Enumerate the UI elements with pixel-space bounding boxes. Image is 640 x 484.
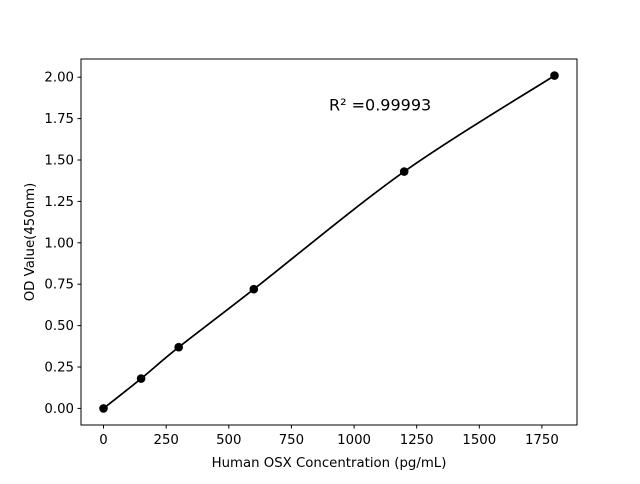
- x-tick-label: 250: [154, 433, 179, 448]
- y-tick-label: 1.25: [44, 195, 74, 210]
- y-tick-label: 1.50: [44, 154, 74, 169]
- y-tick-label: 0.00: [44, 402, 74, 417]
- y-tick-label: 2.00: [44, 71, 74, 86]
- x-axis-label: Human OSX Concentration (pg/mL): [212, 456, 447, 471]
- y-tick-label: 1.00: [44, 236, 74, 251]
- y-tick-label: 0.75: [44, 278, 74, 293]
- r-squared-annotation: R² =0.99993: [329, 95, 431, 114]
- x-tick-label: 1500: [462, 433, 496, 448]
- x-tick-label: 1750: [525, 433, 559, 448]
- x-tick-label: 750: [279, 433, 304, 448]
- y-tick-label: 0.50: [44, 319, 74, 334]
- y-tick-label: 0.25: [44, 361, 74, 376]
- y-axis-label: OD Value(450nm): [23, 183, 38, 302]
- x-tick-label: 1000: [337, 433, 371, 448]
- x-tick-label: 1250: [400, 433, 434, 448]
- y-tick-label: 1.75: [44, 112, 74, 127]
- x-tick-label: 0: [99, 433, 107, 448]
- plot-frame: [80, 58, 578, 426]
- fit-curve: [102, 74, 556, 410]
- x-tick-label: 500: [216, 433, 241, 448]
